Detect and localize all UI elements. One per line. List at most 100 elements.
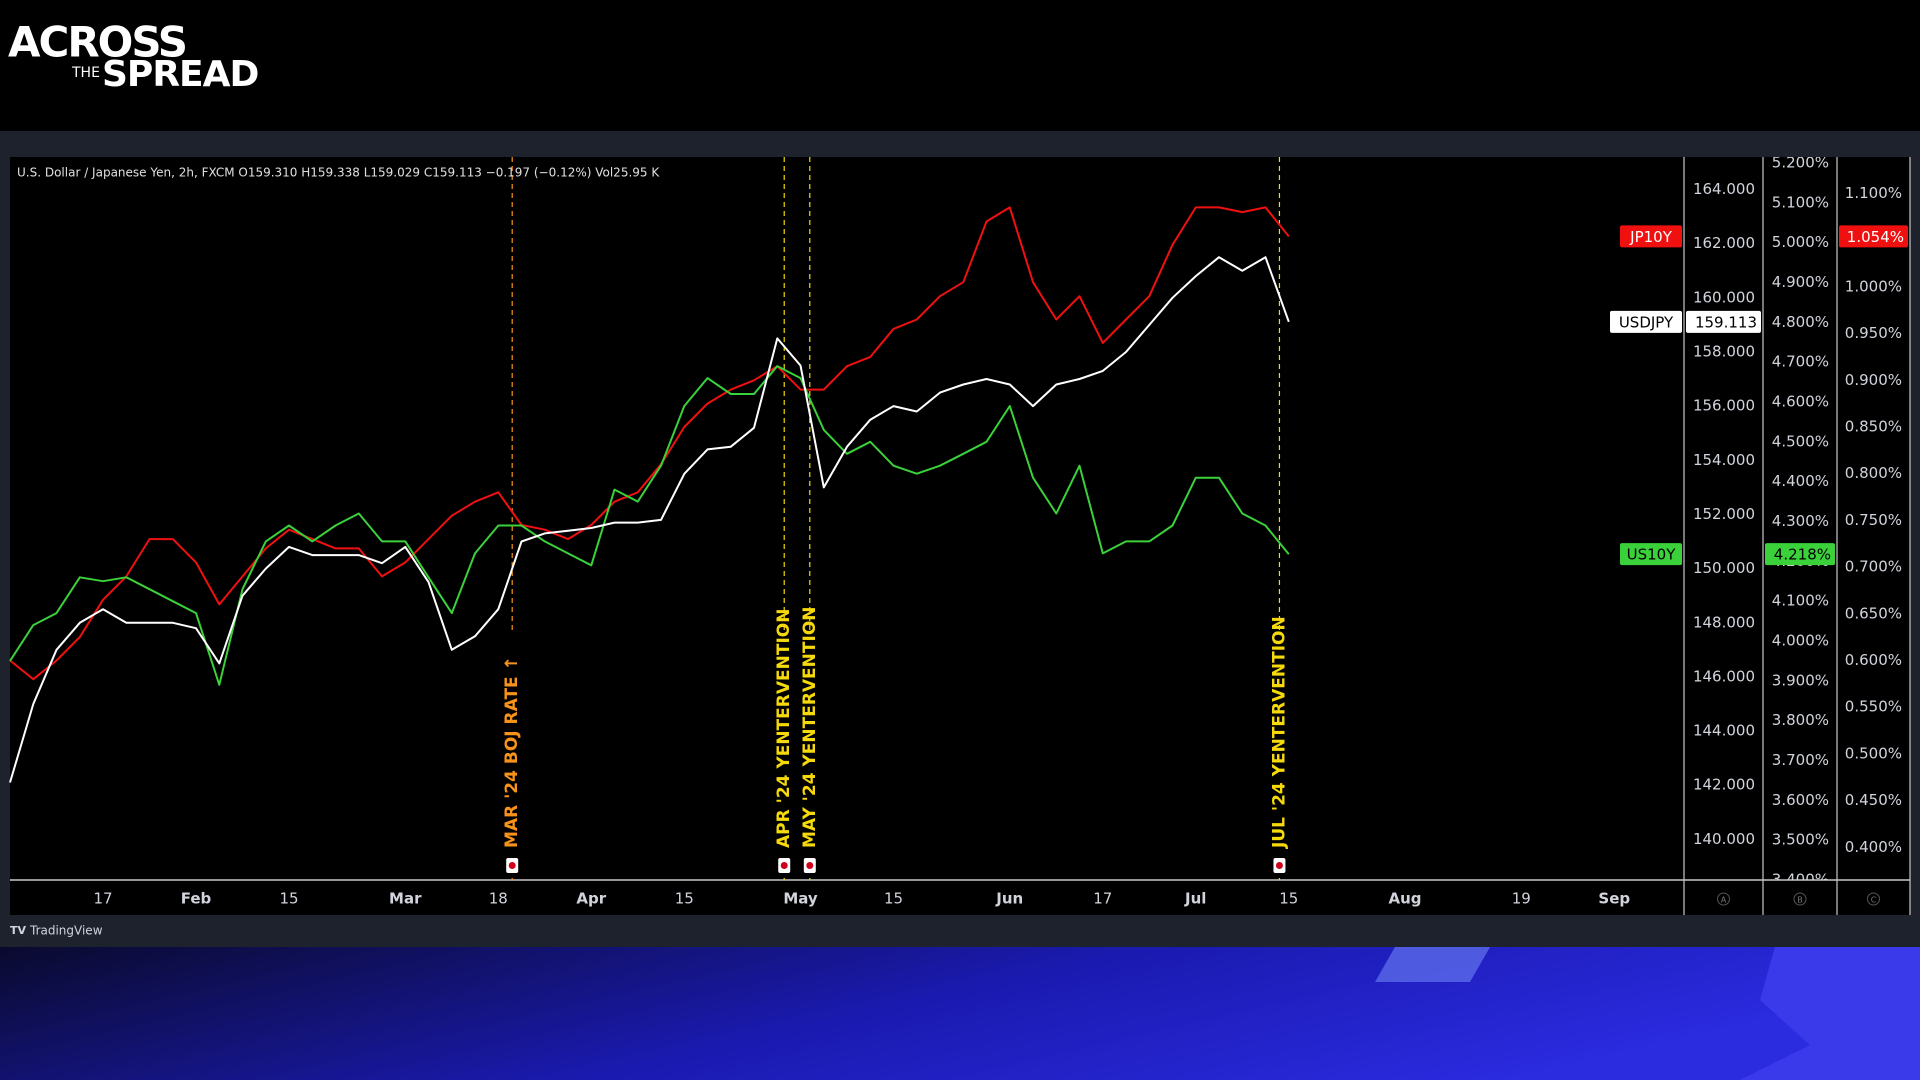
y-tick-label: 158.000 <box>1693 342 1755 360</box>
x-tick-label: 15 <box>279 890 298 908</box>
scale-badge <box>1867 892 1880 906</box>
y-tick-label: 146.000 <box>1693 667 1755 685</box>
scale-badge <box>1793 892 1807 906</box>
y-tick-label: 5.000% <box>1772 233 1829 251</box>
y-tick-label: 1.100% <box>1845 184 1902 202</box>
series-name: US10Y <box>1627 546 1677 564</box>
series-line <box>9 256 1290 783</box>
y-tick-label: 5.100% <box>1772 193 1829 211</box>
y-tick-label: 152.000 <box>1693 505 1755 523</box>
y-tick-label: 0.550% <box>1845 698 1902 716</box>
annotation-text: MAR '24 BOJ RATE ↑ <box>502 656 522 848</box>
y-tick-label: 4.100% <box>1772 592 1829 610</box>
flag-sun <box>508 862 516 869</box>
x-tick-label: Mar <box>389 890 422 908</box>
y-tick-label: 4.000% <box>1772 631 1829 649</box>
x-tick-label: Apr <box>576 890 606 908</box>
y-tick-label: 142.000 <box>1693 776 1755 794</box>
chart-subtitle: U.S. Dollar / Japanese Yen, 2h, FXCM O15… <box>17 166 660 180</box>
annotation-text: JUL '24 YENTERVENTION <box>1269 616 1289 849</box>
y-tick-label: 148.000 <box>1693 613 1755 631</box>
x-tick-label: May <box>783 890 818 908</box>
x-tick-label: Jun <box>995 890 1023 908</box>
annotation-backdrop <box>799 630 820 878</box>
decor-shape <box>1375 947 1490 982</box>
series-name-badge <box>1620 225 1682 248</box>
y-tick-label: 4.800% <box>1772 313 1829 331</box>
scale-label: A <box>1721 896 1727 905</box>
flag-sun <box>780 862 788 869</box>
y-tick-label: 0.950% <box>1845 324 1902 342</box>
y-tick-label: 0.700% <box>1845 558 1902 576</box>
annotation-backdrop <box>502 630 523 878</box>
annotation-text: MAY '24 YENTERVENTION <box>800 606 820 848</box>
series-value-badge <box>1765 543 1835 566</box>
series-value: 159.113 <box>1695 313 1757 331</box>
y-tick-label: 0.850% <box>1845 417 1902 435</box>
y-tick-label: 3.900% <box>1772 671 1829 689</box>
y-tick-label: 0.400% <box>1845 838 1902 856</box>
y-tick-label: 140.000 <box>1693 830 1755 848</box>
logo-line3: SPREAD <box>102 54 258 95</box>
y-tick-label: 0.900% <box>1845 371 1902 389</box>
x-tick-label: Aug <box>1388 890 1421 908</box>
y-tick-label: 0.650% <box>1845 604 1902 622</box>
y-tick-label: 1.000% <box>1845 277 1902 295</box>
y-tick-label: 156.000 <box>1693 397 1755 415</box>
series-line <box>9 206 1290 681</box>
chart-area <box>10 157 1910 915</box>
y-tick-label: 4.700% <box>1772 353 1829 371</box>
y-tick-label: 0.450% <box>1845 791 1902 809</box>
series-name-badge <box>1610 310 1682 333</box>
y-tick-label: 3.500% <box>1772 831 1829 849</box>
footer-brand: TradingView <box>29 924 103 938</box>
series-name-badge <box>1620 543 1682 566</box>
decor-arrow <box>1740 947 1920 1080</box>
scale-label: C <box>1871 896 1877 905</box>
logo-line2: THE <box>71 65 100 81</box>
y-tick-label: 162.000 <box>1693 234 1755 252</box>
flag-sun <box>806 862 814 869</box>
y-tick-label: 4.500% <box>1772 432 1829 450</box>
annotation-backdrop <box>774 630 795 878</box>
x-tick-label: 15 <box>675 890 694 908</box>
annotation-text: APR '24 YENTERVENTION <box>774 609 794 848</box>
logo: ACROSS THE SPREAD <box>8 18 259 96</box>
y-tick-label: 0.750% <box>1845 511 1902 529</box>
y-tick-label: 4.300% <box>1772 512 1829 530</box>
scale-label: B <box>1797 896 1803 905</box>
footer-background <box>0 947 1920 1080</box>
series-name: USDJPY <box>1619 313 1674 331</box>
y-tick-label: 3.400% <box>1772 871 1829 889</box>
y-tick-label: 4.600% <box>1772 392 1829 410</box>
y-tick-label: 3.800% <box>1772 711 1829 729</box>
x-tick-label: 15 <box>1279 890 1298 908</box>
brand-icon: TV <box>10 924 27 937</box>
y-tick-label: 5.200% <box>1772 153 1829 171</box>
series-value-badge <box>1686 310 1761 333</box>
y-tick-label: 0.600% <box>1845 651 1902 669</box>
y-tick-label: 3.600% <box>1772 791 1829 809</box>
series-name: JP10Y <box>1629 228 1673 246</box>
series-value-badge <box>1839 225 1908 248</box>
scale-badge <box>1717 892 1730 906</box>
y-tick-label: 0.500% <box>1845 744 1902 762</box>
y-tick-label: 154.000 <box>1693 451 1755 469</box>
x-tick-label: Jul <box>1184 890 1206 908</box>
x-tick-label: 17 <box>1093 890 1112 908</box>
x-tick-label: 15 <box>884 890 903 908</box>
annotation-backdrop <box>1269 630 1290 878</box>
x-tick-label: 19 <box>1512 890 1531 908</box>
x-tick-label: Feb <box>181 890 212 908</box>
y-tick-label: 0.800% <box>1845 464 1902 482</box>
y-tick-label: 164.000 <box>1693 180 1755 198</box>
y-tick-label: 144.000 <box>1693 722 1755 740</box>
flag-sun <box>1275 862 1283 869</box>
y-tick-label: 160.000 <box>1693 288 1755 306</box>
x-tick-label: 17 <box>93 890 112 908</box>
logo-line1: ACROSS <box>8 18 186 67</box>
series-line <box>9 365 1290 686</box>
series-value: 1.054% <box>1847 228 1904 246</box>
